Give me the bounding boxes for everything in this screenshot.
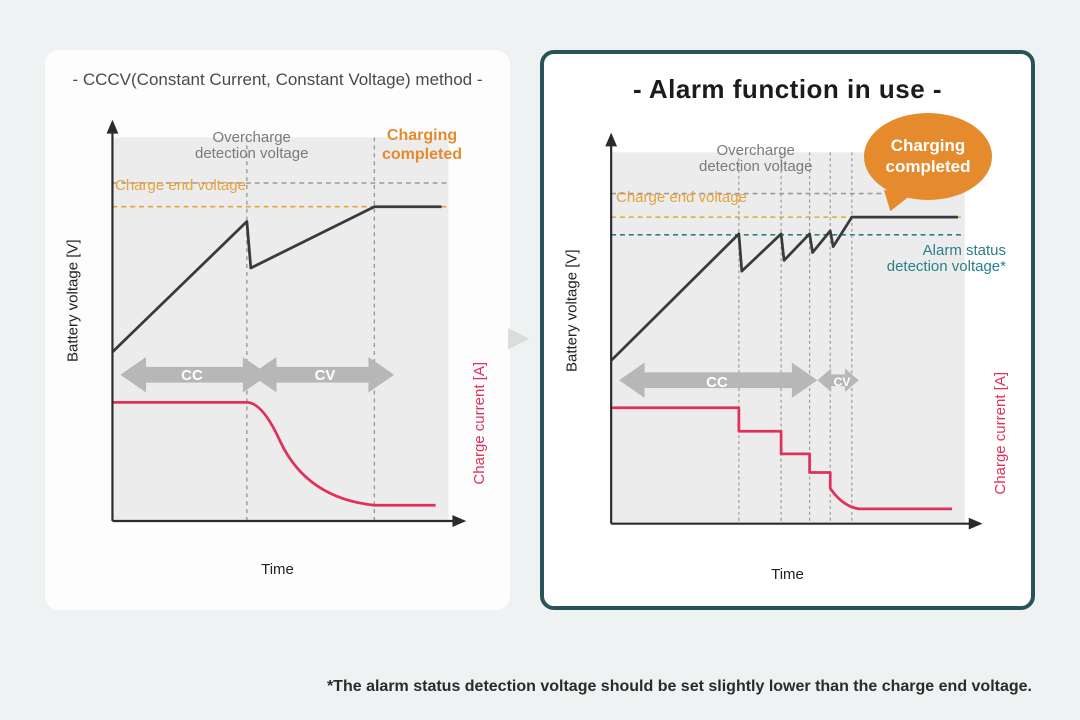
y-left-label: Battery voltage [V] [65,239,82,362]
panel-title-left: - CCCV(Constant Current, Constant Voltag… [65,70,490,90]
label-alarm-r: Alarm statusdetection voltage* [887,243,1006,275]
y-right-label: Charge current [A] [472,362,489,485]
label-overcharge: Overchargedetection voltage [195,130,308,162]
label-chargeend: Charge end voltage [115,178,246,194]
panel-cccv: - CCCV(Constant Current, Constant Voltag… [45,50,510,610]
footnote: *The alarm status detection voltage shou… [327,678,1032,696]
x-label: Time [261,561,294,578]
phase-cv-label: CV [290,367,360,384]
label-overcharge-r: Overchargedetection voltage [699,143,812,175]
y-right-label-r: Charge current [A] [993,372,1010,495]
y-left-label-r: Battery voltage [V] [564,249,581,372]
bubble-charging-completed-right: Chargingcompleted [864,113,992,200]
chart-left: CC CV Battery voltage [V] Charge current… [65,98,490,578]
x-label-r: Time [771,566,804,583]
bubble-charging-completed-left: Chargingcompleted [363,96,481,196]
arrow-between-icon: ▶ [508,320,530,353]
phase-cc-label-r: CC [682,374,752,391]
label-chargeend-r: Charge end voltage [616,190,747,206]
panels-row: - CCCV(Constant Current, Constant Voltag… [0,0,1080,610]
panel-title-right: - Alarm function in use - [564,74,1011,105]
panel-alarm: - Alarm function in use - [540,50,1035,610]
phase-cv-label-r: CV [827,375,857,389]
chart-right: CC CV Battery voltage [V] Charge current… [564,113,1011,583]
phase-cc-label: CC [157,367,227,384]
